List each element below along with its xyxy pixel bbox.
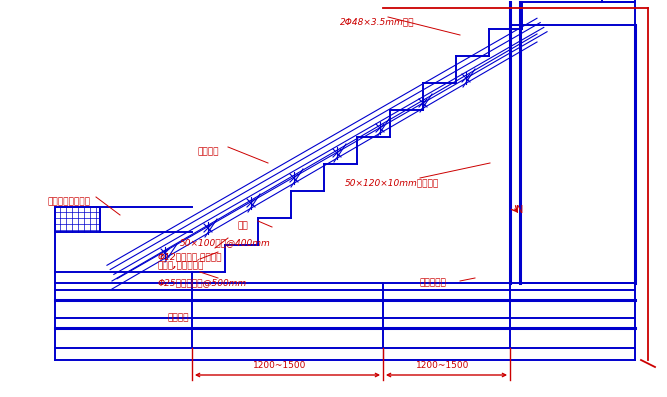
Text: 钉管立杆: 钉管立杆 — [168, 313, 189, 322]
Text: N: N — [516, 205, 524, 215]
Text: 2Φ48×3.5mm钉管: 2Φ48×3.5mm钉管 — [340, 17, 414, 26]
Text: 1200~1500: 1200~1500 — [253, 361, 307, 370]
Text: Φ25顶错钉锁头@500mm: Φ25顶错钉锁头@500mm — [158, 278, 247, 287]
Text: 设一道,横向设两道: 设一道,横向设两道 — [158, 261, 204, 270]
Text: 护板固（成平台）: 护板固（成平台） — [48, 197, 91, 206]
Text: 钉管水平杆: 钉管水平杆 — [420, 278, 447, 287]
Text: 横桃: 横桃 — [238, 221, 249, 230]
Text: 七层模板: 七层模板 — [198, 147, 219, 156]
Text: 1200~1500: 1200~1500 — [416, 361, 470, 370]
Text: 50×100木方@400mm: 50×100木方@400mm — [180, 238, 271, 247]
Text: 50×120×10mm钉板夸片: 50×120×10mm钉板夸片 — [345, 178, 440, 187]
Text: Φ12对拉箋杆,每隔一步: Φ12对拉箋杆,每隔一步 — [158, 252, 223, 261]
